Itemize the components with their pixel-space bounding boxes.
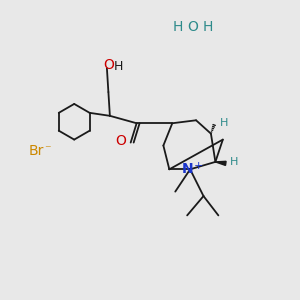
Text: H: H xyxy=(203,20,213,34)
Text: +: + xyxy=(194,161,203,171)
Text: O: O xyxy=(115,134,126,148)
Text: O: O xyxy=(103,58,114,72)
Text: O: O xyxy=(188,20,199,34)
Text: H: H xyxy=(114,60,124,73)
Text: N: N xyxy=(181,162,193,176)
Text: H: H xyxy=(173,20,183,34)
Polygon shape xyxy=(215,161,226,165)
Text: ⁻: ⁻ xyxy=(44,143,51,157)
Text: H: H xyxy=(230,157,238,167)
Text: H: H xyxy=(220,118,228,128)
Text: Br: Br xyxy=(28,145,44,158)
